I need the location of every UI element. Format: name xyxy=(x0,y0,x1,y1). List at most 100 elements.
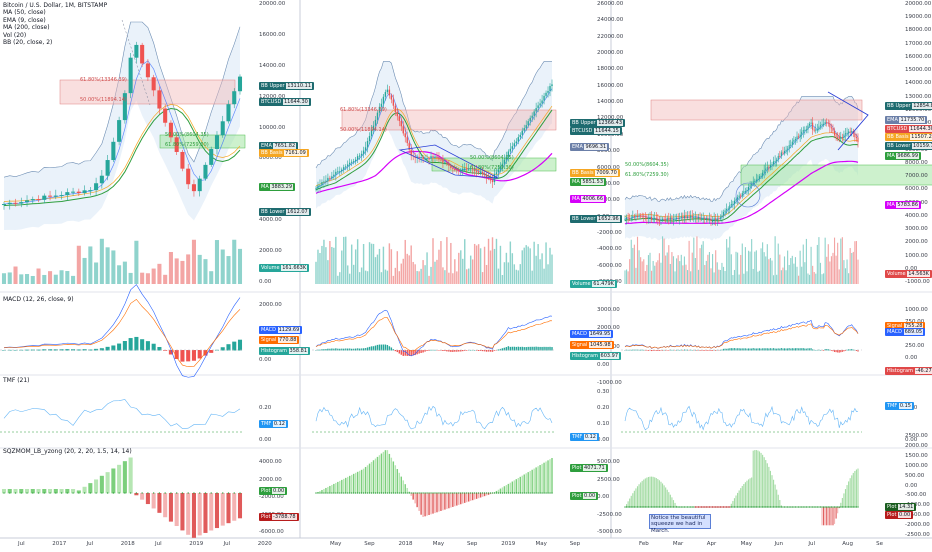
tag-label: Plot xyxy=(887,504,898,510)
indicator-value-tag[interactable]: MA 4006.66 xyxy=(570,195,606,203)
indicator-value-tag[interactable]: BB Upper 13110.11 xyxy=(259,82,314,90)
tmf-pane-title[interactable]: TMF (21) xyxy=(3,377,30,384)
indicator-value-tag[interactable]: Plot 0.00 xyxy=(885,511,913,519)
tag-value: 0.00 xyxy=(272,488,285,494)
squeeze-dot xyxy=(723,506,724,507)
y-axis-tick-label: 4000.00 xyxy=(905,213,928,219)
candle-body xyxy=(704,218,705,220)
candle-body xyxy=(389,90,390,96)
indicator-value-tag[interactable]: Volume 61.479K xyxy=(570,280,617,288)
volume-bar xyxy=(387,271,388,284)
indicator-value-tag[interactable]: Volume 161.663K xyxy=(259,264,309,272)
indicator-value-tag[interactable]: Plot 0.00 xyxy=(570,492,598,500)
indicator-value-tag[interactable]: BTCUSD 11644.15 xyxy=(570,127,622,135)
indicator-value-tag[interactable]: TMF 0.15 xyxy=(885,402,914,410)
sqz-pane-title[interactable]: SQZMOM_LB_yzong (20, 2, 20, 1.5, 14, 14) xyxy=(3,448,132,455)
indicator-value-tag[interactable]: EMA 9696.31 xyxy=(570,143,609,151)
volume-bar xyxy=(424,265,425,284)
y-axis-tick-label: 3000.00 xyxy=(905,226,928,232)
indicator-bb[interactable]: BB (20, close, 2) xyxy=(3,39,107,46)
squeeze-dot xyxy=(643,506,644,507)
indicator-value-tag[interactable]: Histogram 603.97 xyxy=(570,352,621,360)
macd-pane-title[interactable]: MACD (12, 26, close, 9) xyxy=(3,296,74,303)
indicator-value-tag[interactable]: Plot 14.31 xyxy=(885,503,916,511)
indicator-value-tag[interactable]: BB Basis 11507.28 xyxy=(885,133,932,141)
indicator-value-tag[interactable]: BB Upper 12854.80 xyxy=(885,102,932,110)
indicator-value-tag[interactable]: BTCUSD 11644.30 xyxy=(885,125,932,133)
indicator-value-tag[interactable]: MA 9686.99 xyxy=(885,152,921,160)
indicator-value-tag[interactable]: MACD 1649.95 xyxy=(570,330,613,338)
indicator-vol[interactable]: Vol (20) xyxy=(3,32,107,39)
indicator-value-tag[interactable]: Histogram 358.81 xyxy=(259,347,310,355)
squeeze-momentum-bar xyxy=(547,460,548,493)
candle-body xyxy=(674,219,675,220)
macd-histogram-bar xyxy=(679,350,680,351)
indicator-value-tag[interactable]: MA 3883.29 xyxy=(259,183,295,191)
indicator-value-tag[interactable]: MA 5851.53 xyxy=(570,178,606,186)
squeeze-momentum-bar xyxy=(857,469,858,508)
volume-bar xyxy=(510,242,511,284)
indicator-value-tag[interactable]: MACD 689.05 xyxy=(885,328,925,336)
indicator-value-tag[interactable]: BB Lower 1652.96 xyxy=(570,215,622,223)
tag-label: BTCUSD xyxy=(261,99,283,105)
squeeze-dot xyxy=(387,492,388,493)
squeeze-dot xyxy=(540,492,541,493)
indicator-ma200[interactable]: MA (200, close) xyxy=(3,24,107,31)
squeeze-momentum-bar xyxy=(215,493,219,528)
indicator-value-tag[interactable]: BB Basis 7161.09 xyxy=(259,149,309,157)
squeeze-dot xyxy=(751,506,752,507)
squeeze-momentum-bar xyxy=(367,465,368,493)
indicator-value-tag[interactable]: Volume 14.563K xyxy=(885,270,932,278)
indicator-value-tag[interactable]: Signal 1045.98 xyxy=(570,341,614,349)
indicator-value-tag[interactable]: Signal 770.88 xyxy=(259,336,299,344)
volume-bar xyxy=(440,241,441,284)
x-axis-tick-label: Feb xyxy=(639,541,649,547)
volume-bar xyxy=(823,273,824,284)
chart-title[interactable]: Bitcoin / U.S. Dollar, 1M, BITSTAMP xyxy=(3,2,107,9)
squeeze-momentum-bar xyxy=(745,482,746,507)
candle-body xyxy=(450,166,451,168)
squeeze-momentum-bar xyxy=(837,507,838,513)
macd-histogram-bar xyxy=(180,350,184,362)
candle-body xyxy=(484,174,485,175)
squeeze-momentum-bar xyxy=(737,493,738,507)
indicator-value-tag[interactable]: BB Basis 7009.70 xyxy=(570,169,620,177)
volume-bar xyxy=(740,255,741,284)
tag-label: TMF xyxy=(261,421,273,427)
indicator-value-tag[interactable]: Plot 0.00 xyxy=(259,487,287,495)
volume-bar xyxy=(157,264,161,284)
indicator-value-tag[interactable]: TMF 0.12 xyxy=(259,420,288,428)
indicator-value-tag[interactable]: BB Upper 12366.43 xyxy=(570,119,625,127)
indicator-value-tag[interactable]: MA 5783.86 xyxy=(885,201,921,209)
candle-body xyxy=(801,132,802,135)
volume-bar xyxy=(848,273,849,284)
indicator-ma50[interactable]: MA (50, close) xyxy=(3,9,107,16)
indicator-value-tag[interactable]: Histogram -46.27 xyxy=(885,367,932,375)
indicator-ema9[interactable]: EMA (9, close) xyxy=(3,17,107,24)
squeeze-dot xyxy=(684,506,685,507)
indicator-value-tag[interactable]: EMA 11735.70 xyxy=(885,116,927,124)
squeeze-momentum-bar xyxy=(422,493,423,517)
candle-body xyxy=(420,157,421,158)
indicator-value-tag[interactable]: Plot -3788.78 xyxy=(259,513,299,521)
indicator-value-tag[interactable]: BB Lower 10159.76 xyxy=(885,142,932,150)
volume-bar xyxy=(484,247,485,284)
volume-bar xyxy=(526,245,527,284)
volume-bar xyxy=(665,256,666,284)
y-axis-tick-label: -2000.00 xyxy=(597,230,622,236)
squeeze-dot xyxy=(480,492,481,493)
indicator-value-tag[interactable]: TMF 0.12 xyxy=(570,433,599,441)
indicator-value-tag[interactable]: BTCUSD 11644.30 xyxy=(259,98,311,106)
candle-body xyxy=(385,92,386,97)
indicator-value-tag[interactable]: Plot 4071.71 xyxy=(570,464,608,472)
squeeze-momentum-bar xyxy=(526,473,527,493)
volume-bar xyxy=(773,275,774,284)
indicator-value-tag[interactable]: MACD 1129.69 xyxy=(259,326,302,334)
candle-body xyxy=(767,167,768,168)
indicator-value-tag[interactable]: BB Lower 1612.07 xyxy=(259,208,311,216)
squeeze-momentum-bar xyxy=(401,477,402,494)
squeeze-momentum-bar xyxy=(438,493,439,512)
macd-histogram-bar xyxy=(856,350,857,351)
candle-body xyxy=(637,216,638,217)
